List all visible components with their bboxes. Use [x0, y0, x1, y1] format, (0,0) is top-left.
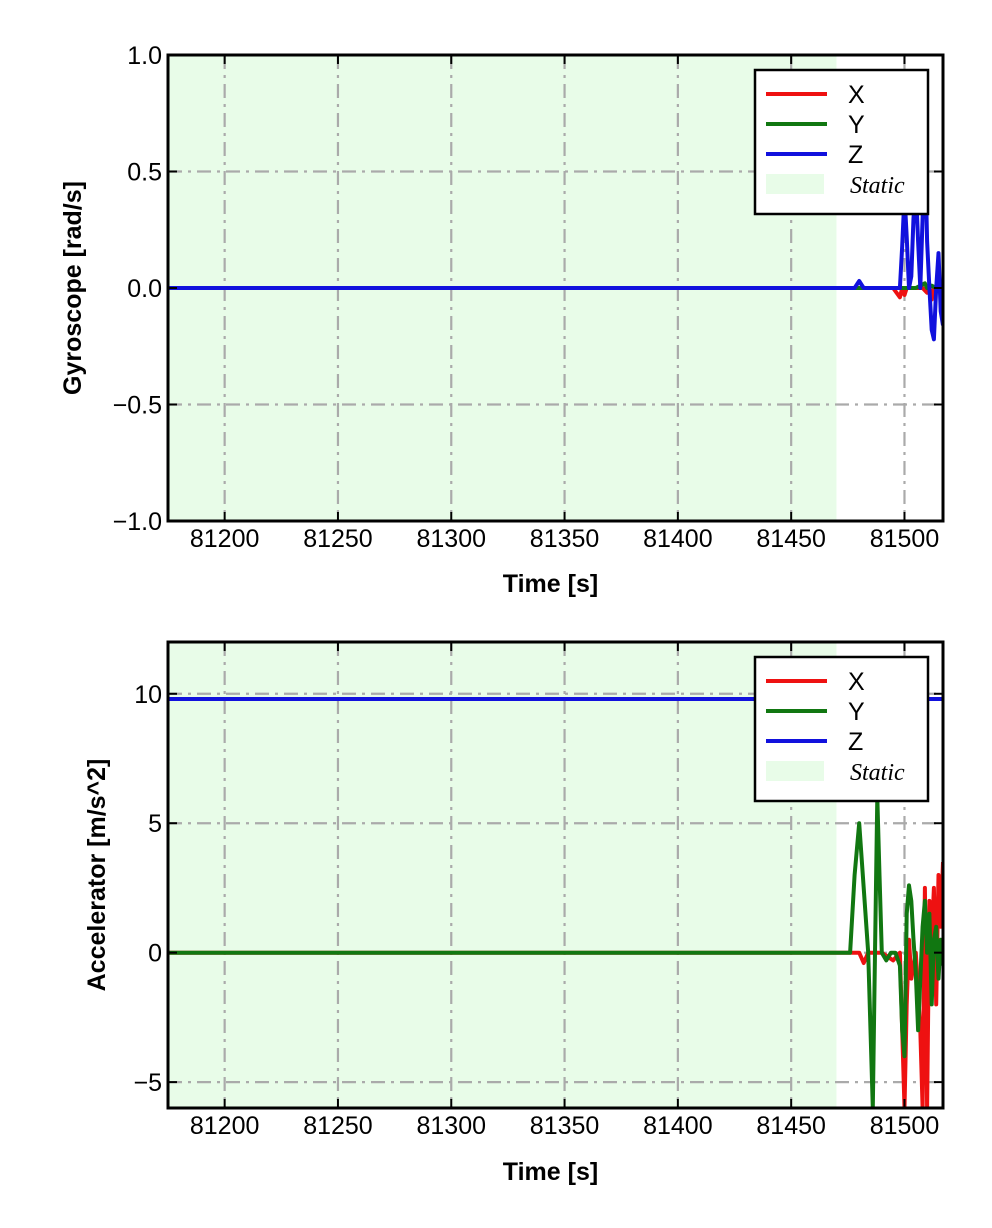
legend-label-x: X: [848, 81, 865, 109]
x-tick-label: 81400: [643, 1112, 713, 1140]
y-tick-label: 0: [148, 940, 162, 968]
legend-label-y: Y: [848, 111, 865, 139]
x-tick-label: 81350: [530, 1112, 600, 1140]
y-tick-label: −0.5: [113, 392, 162, 420]
legend-label-z: Z: [848, 141, 863, 169]
legend: XYZ Static: [753, 655, 930, 803]
series-line-z: [168, 139, 943, 342]
legend: XYZ Static: [753, 68, 930, 216]
x-tick-label: 81500: [870, 1112, 940, 1140]
legend-label-static: Static: [850, 173, 905, 199]
gyroscope-panel: 81200 81250 81300 81350 81400 81450 81500 1.0 0.…: [59, 42, 945, 598]
accelerator-panel: 81200 81250 81300 81350 81400 81450 81500 10 5 0 −…: [83, 640, 945, 1186]
series-line-y: [168, 795, 943, 1108]
x-axis-label: Time [s]: [503, 570, 598, 598]
y-tick-label: 1.0: [127, 42, 162, 70]
x-tick-label: 81450: [756, 525, 826, 553]
y-tick-label: 5: [148, 810, 162, 838]
x-axis-label: Time [s]: [503, 1158, 598, 1186]
y-tick-label: 0.5: [127, 159, 162, 187]
static-region: [168, 642, 837, 1108]
y-tick-label: 0.0: [127, 275, 162, 303]
legend-swatch-static: [766, 174, 824, 194]
legend-label-z: Z: [848, 728, 863, 756]
series-line-x: [168, 862, 943, 1108]
legend-label-static: Static: [850, 760, 905, 786]
x-tick-label: 81250: [303, 525, 373, 553]
plot-frame: [166, 640, 945, 1110]
y-tick-label: −1.0: [113, 508, 162, 536]
y-tick-label: 10: [134, 681, 162, 709]
x-tick-label: 81200: [190, 525, 260, 553]
x-tick-label: 81450: [756, 1112, 826, 1140]
x-tick-label: 81250: [303, 1112, 373, 1140]
x-tick-label: 81400: [643, 525, 713, 553]
legend-label-y: Y: [848, 698, 865, 726]
y-tick-label: −5: [133, 1069, 162, 1097]
x-tick-label: 81350: [530, 525, 600, 553]
legend-swatch-static: [766, 761, 824, 781]
y-axis-label: Gyroscope [rad/s]: [59, 181, 87, 395]
x-tick-label: 81200: [190, 1112, 260, 1140]
x-tick-label: 81500: [870, 525, 940, 553]
y-axis-label: Accelerator [m/s^2]: [83, 759, 111, 992]
legend-label-x: X: [848, 668, 865, 696]
x-tick-label: 81300: [416, 1112, 486, 1140]
x-tick-label: 81300: [416, 525, 486, 553]
